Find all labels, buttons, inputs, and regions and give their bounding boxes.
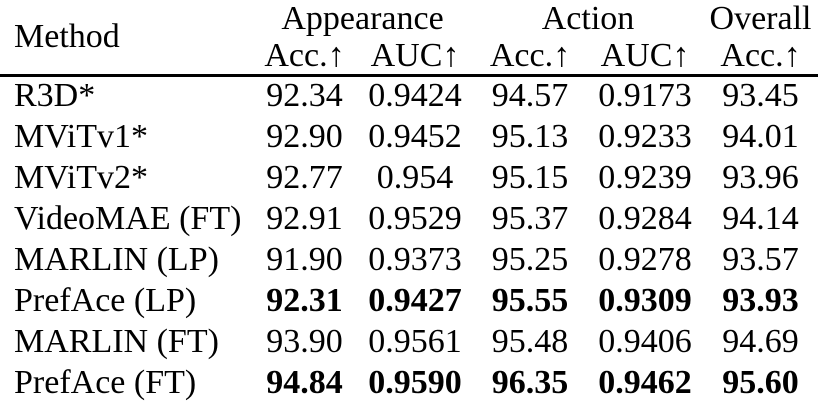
value-cell: 0.9284 — [598, 199, 692, 237]
subheader-overall-acc: Acc.↑ — [720, 36, 801, 74]
value-cell: 95.55 — [491, 281, 569, 319]
value-cell: 0.9173 — [587, 73, 704, 116]
value-cell: 95.48 — [491, 322, 569, 360]
table-row-highlighted: PrefAce (LP) 92.31 0.9427 95.55 0.9309 9… — [0, 280, 818, 321]
value-cell: 0.9278 — [598, 240, 692, 278]
value-cell: 0.9529 — [368, 199, 462, 237]
value-cell: 0.9424 — [357, 73, 473, 116]
value-cell: 94.57 — [473, 73, 587, 116]
col-group-action: Action — [541, 0, 635, 37]
method-cell: VideoMAE (FT) — [14, 199, 242, 237]
method-cell: MViTv1* — [14, 117, 148, 155]
table-row: VideoMAE (FT) 92.91 0.9529 95.37 0.9284 … — [0, 198, 818, 239]
value-cell: 95.13 — [491, 117, 569, 155]
method-cell: R3D* — [0, 73, 252, 116]
value-cell: 92.91 — [266, 199, 343, 237]
table-body: R3D* 92.34 0.9424 94.57 0.9173 93.45 MVi… — [0, 73, 818, 403]
value-cell: 94.01 — [722, 117, 799, 155]
table-header: Method Appearance Action Overall Acc.↑ A… — [0, 0, 818, 75]
value-cell: 0.9309 — [598, 281, 692, 319]
value-cell: 0.9590 — [368, 363, 462, 401]
value-cell: 0.9373 — [368, 240, 462, 278]
value-cell: 0.9462 — [598, 363, 692, 401]
value-cell: 0.954 — [376, 158, 454, 196]
value-cell: 95.37 — [491, 199, 569, 237]
value-cell: 0.9452 — [368, 117, 462, 155]
method-cell: MARLIN (FT) — [14, 322, 219, 360]
sub-header-row: Acc.↑ AUC↑ Acc.↑ AUC↑ Acc.↑ — [0, 38, 818, 75]
method-cell: MViTv2* — [14, 158, 148, 196]
value-cell: 95.60 — [722, 363, 799, 401]
value-cell: 95.15 — [491, 158, 569, 196]
value-cell: 95.25 — [491, 240, 569, 278]
value-cell: 91.90 — [266, 240, 343, 278]
value-cell: 0.9561 — [368, 322, 462, 360]
table-row-highlighted: PrefAce (FT) 94.84 0.9590 96.35 0.9462 9… — [0, 362, 818, 403]
method-cell: PrefAce (LP) — [14, 281, 197, 319]
method-cell: MARLIN (LP) — [14, 240, 219, 278]
value-cell: 93.96 — [722, 158, 799, 196]
table-row: R3D* 92.34 0.9424 94.57 0.9173 93.45 — [0, 73, 818, 116]
value-cell: 94.14 — [722, 199, 799, 237]
value-cell: 92.34 — [252, 73, 357, 116]
value-cell: 92.77 — [266, 158, 343, 196]
value-cell: 92.31 — [266, 281, 343, 319]
subheader-appearance-acc: Acc.↑ — [264, 36, 345, 74]
value-cell: 94.84 — [266, 363, 343, 401]
value-cell: 92.90 — [266, 117, 343, 155]
table-row: MARLIN (FT) 93.90 0.9561 95.48 0.9406 94… — [0, 321, 818, 362]
table-row: MARLIN (LP) 91.90 0.9373 95.25 0.9278 93… — [0, 239, 818, 280]
subheader-action-acc: Acc.↑ — [489, 36, 571, 74]
value-cell: 0.9239 — [598, 158, 692, 196]
col-group-overall: Overall — [709, 0, 812, 37]
value-cell: 93.93 — [722, 281, 799, 319]
value-cell: 93.45 — [703, 73, 818, 116]
column-group-row: Method Appearance Action Overall — [0, 0, 818, 54]
subheader-action-auc: AUC↑ — [600, 36, 690, 74]
table-row: MViTv2* 92.77 0.954 95.15 0.9239 93.96 — [0, 157, 818, 198]
value-cell: 94.69 — [722, 322, 799, 360]
value-cell: 93.90 — [266, 322, 343, 360]
method-column-header: Method — [14, 17, 120, 55]
method-cell: PrefAce (FT) — [14, 363, 197, 401]
table-row: MViTv1* 92.90 0.9452 95.13 0.9233 94.01 — [0, 116, 818, 157]
value-cell: 93.57 — [722, 240, 799, 278]
value-cell: 0.9427 — [368, 281, 462, 319]
col-group-appearance: Appearance — [281, 0, 444, 37]
subheader-appearance-auc: AUC↑ — [370, 36, 460, 74]
value-cell: 96.35 — [491, 363, 569, 401]
value-cell: 0.9233 — [598, 117, 692, 155]
value-cell: 0.9406 — [598, 322, 692, 360]
